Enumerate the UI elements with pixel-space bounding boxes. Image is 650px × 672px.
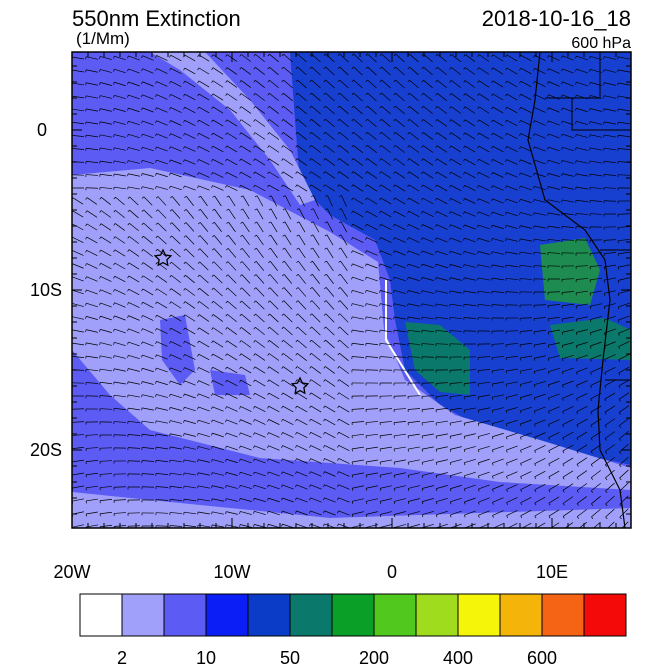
wind-barb (606, 530, 608, 532)
wind-barb (521, 529, 522, 531)
y-axis-label: 10S (30, 280, 62, 300)
wind-barb (493, 528, 494, 530)
colorbar-box (416, 594, 458, 636)
colorbar-label: 10 (196, 648, 216, 667)
y-axis-label: 0 (37, 120, 47, 140)
colorbar-label: 600 (527, 648, 557, 667)
colorbar-label: 400 (443, 648, 473, 667)
x-axis-label: 10E (536, 562, 568, 582)
colorbar-box (542, 594, 584, 636)
wind-barb (492, 397, 493, 399)
map-field (72, 52, 631, 532)
y-axis-label: 20S (30, 440, 62, 460)
wind-barb (549, 529, 550, 531)
wind-barb (114, 369, 115, 371)
colorbar-box (374, 594, 416, 636)
colorbar-label: 2 (117, 648, 127, 667)
colorbar-box (206, 594, 248, 636)
wind-barb (534, 358, 535, 360)
colorbar-label: 50 (280, 648, 300, 667)
colorbar-box (122, 594, 164, 636)
wind-barb (620, 530, 622, 532)
colorbar-box (164, 594, 206, 636)
level: 600 hPa (571, 35, 631, 52)
wind-barb (366, 317, 367, 319)
wind-barb (563, 529, 564, 531)
colorbar-box (248, 594, 290, 636)
title: 550nm Extinction (72, 6, 241, 31)
wind-barb (212, 512, 213, 514)
colorbar: 2 10 50 200 400 600 (80, 594, 626, 667)
x-axis-label: 0 (387, 562, 397, 582)
x-axis-label: 20W (53, 562, 90, 582)
colorbar-box (500, 594, 542, 636)
wind-barb (535, 529, 536, 531)
x-axis-label: 10W (213, 562, 250, 582)
wind-barb (506, 384, 507, 386)
wind-barb (520, 371, 521, 373)
time: 2018-10-16_18 (482, 6, 631, 31)
wind-barb (577, 530, 579, 532)
colorbar-box (80, 594, 122, 636)
colorbar-box (332, 594, 374, 636)
colorbar-box (290, 594, 332, 636)
wind-barb (591, 530, 593, 532)
wind-barb (507, 529, 508, 531)
wind-barb (478, 410, 479, 412)
wind-barb (352, 317, 353, 319)
colorbar-box (584, 594, 626, 636)
colorbar-box (458, 594, 500, 636)
colorbar-label: 200 (359, 648, 389, 667)
units: (1/Mm) (76, 29, 130, 48)
